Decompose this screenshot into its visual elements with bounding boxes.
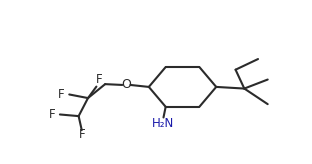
Text: F: F [95,73,102,86]
Text: F: F [58,88,65,101]
Text: F: F [78,128,85,141]
Text: F: F [48,108,55,121]
Text: H₂N: H₂N [151,117,174,130]
Text: O: O [121,78,131,92]
